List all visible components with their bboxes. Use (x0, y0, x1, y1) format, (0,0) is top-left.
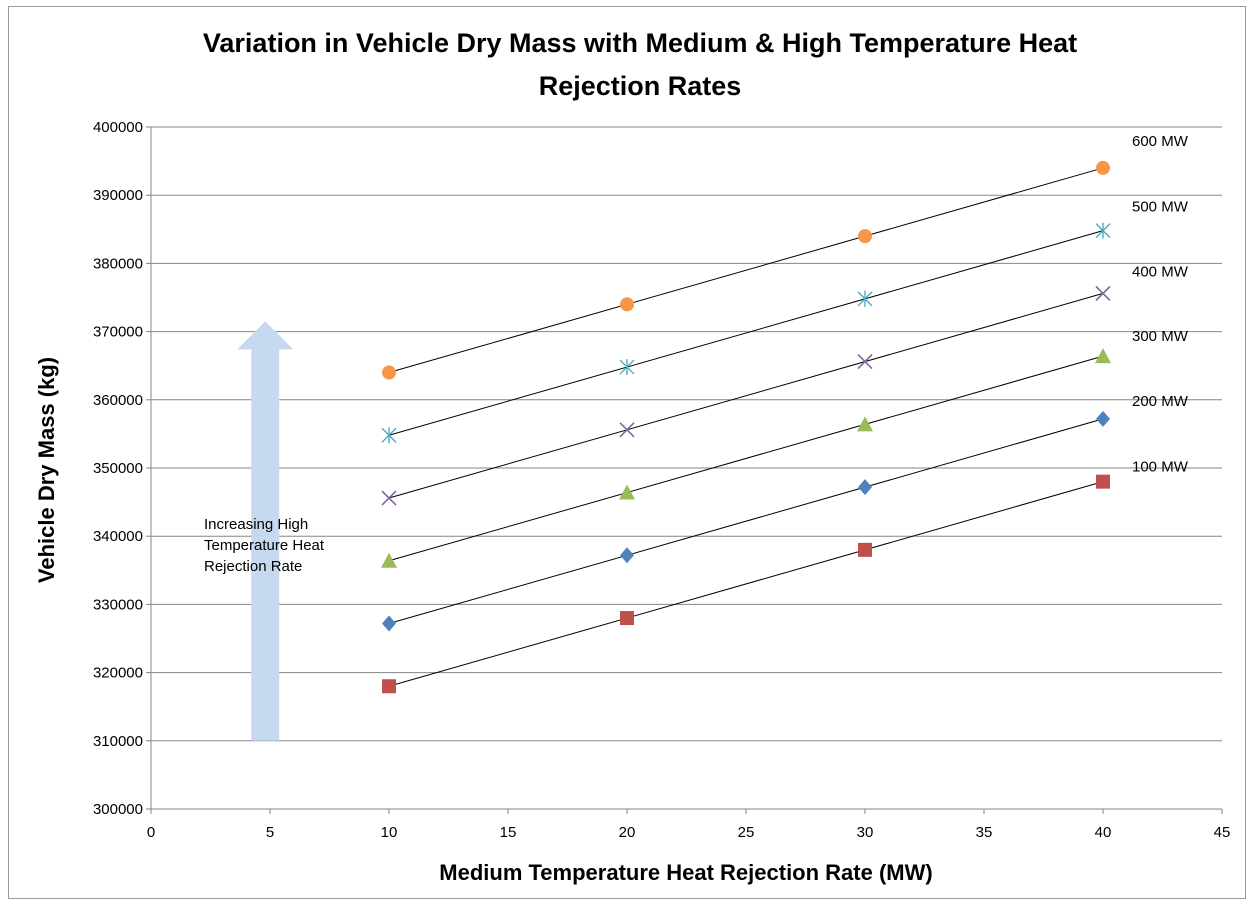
data-point-circle (620, 297, 634, 312)
data-point-star (1095, 222, 1111, 239)
data-point-diamond (858, 479, 872, 496)
series-label: 400 MW (1132, 263, 1189, 280)
x-tick-label: 20 (619, 824, 636, 841)
data-point-square (858, 542, 872, 557)
data-point-star (857, 290, 873, 307)
series-label: 500 MW (1132, 199, 1189, 216)
y-tick-label: 330000 (93, 596, 143, 613)
data-point-circle (382, 365, 396, 380)
series-label: 100 MW (1132, 459, 1189, 476)
x-stroke (1095, 285, 1111, 301)
x-tick-label: 25 (738, 824, 755, 841)
y-tick-label: 300000 (93, 801, 143, 818)
trendline (388, 167, 1104, 374)
y-tick-label: 340000 (93, 528, 143, 545)
y-tick-label: 310000 (93, 733, 143, 750)
data-markers (381, 160, 1111, 694)
trendline (388, 292, 1104, 499)
trendline (388, 418, 1104, 624)
x-tick-label: 10 (381, 824, 398, 841)
x-tick-label: 5 (266, 824, 274, 841)
series-labels: 100 MW 200 MW 300 MW 400 MW 500 MW 600 MW (1132, 133, 1189, 476)
x-stroke (619, 422, 635, 438)
data-point-star (619, 359, 635, 376)
data-point-x (619, 422, 635, 438)
x-tick-label: 45 (1214, 824, 1231, 841)
data-point-triangle (619, 484, 635, 500)
data-point-circle (858, 229, 872, 244)
data-point-triangle (381, 552, 397, 568)
trendline (388, 230, 1104, 436)
y-tick-label: 380000 (93, 255, 143, 272)
x-stroke (857, 354, 873, 370)
y-tick-label: 400000 (93, 119, 143, 136)
increase-arrow (237, 321, 294, 741)
data-point-square (620, 611, 634, 626)
data-point-diamond (1096, 410, 1110, 427)
annotation-text: Increasing High (204, 516, 308, 533)
series-label: 300 MW (1132, 328, 1189, 345)
data-point-circle (1096, 160, 1110, 175)
chart-frame (8, 6, 1246, 899)
x-tick-label: 15 (500, 824, 517, 841)
y-tick-label: 320000 (93, 665, 143, 682)
series-label: 200 MW (1132, 393, 1189, 410)
chart-title-line-1: Variation in Vehicle Dry Mass with Mediu… (203, 28, 1077, 58)
y-tick-label: 370000 (93, 324, 143, 341)
data-point-square (1096, 474, 1110, 489)
gridlines (151, 126, 1222, 742)
x-tick-label: 30 (857, 824, 874, 841)
data-point-diamond (382, 615, 396, 632)
data-point-triangle (1095, 348, 1111, 364)
y-tick-label: 390000 (93, 187, 143, 204)
data-point-star (381, 427, 397, 444)
y-tick-label: 350000 (93, 460, 143, 477)
series-label: 600 MW (1132, 133, 1189, 150)
x-tick-label: 0 (147, 824, 155, 841)
x-stroke (381, 490, 397, 506)
annotation-text: Rejection Rate (204, 558, 302, 575)
annotation: Increasing High Temperature Heat Rejection… (204, 321, 325, 741)
trendline (388, 481, 1104, 687)
data-point-diamond (620, 547, 634, 564)
data-point-triangle (857, 416, 873, 432)
x-tick-label: 35 (976, 824, 993, 841)
data-point-x (381, 490, 397, 506)
x-axis-title: Medium Temperature Heat Rejection Rate (… (439, 860, 932, 885)
y-tick-label: 360000 (93, 392, 143, 409)
axes: 300000 310000 320000 330000 340000 350000 3600… (93, 119, 1230, 841)
annotation-text: Temperature Heat (204, 537, 325, 554)
x-tick-label: 40 (1095, 824, 1112, 841)
data-point-x (1095, 285, 1111, 301)
trendlines (388, 167, 1104, 687)
chart-title-line-2: Rejection Rates (539, 71, 742, 101)
data-point-x (857, 354, 873, 370)
trendline (388, 355, 1104, 562)
y-axis-title: Vehicle Dry Mass (kg) (34, 357, 59, 583)
data-point-square (382, 679, 396, 694)
